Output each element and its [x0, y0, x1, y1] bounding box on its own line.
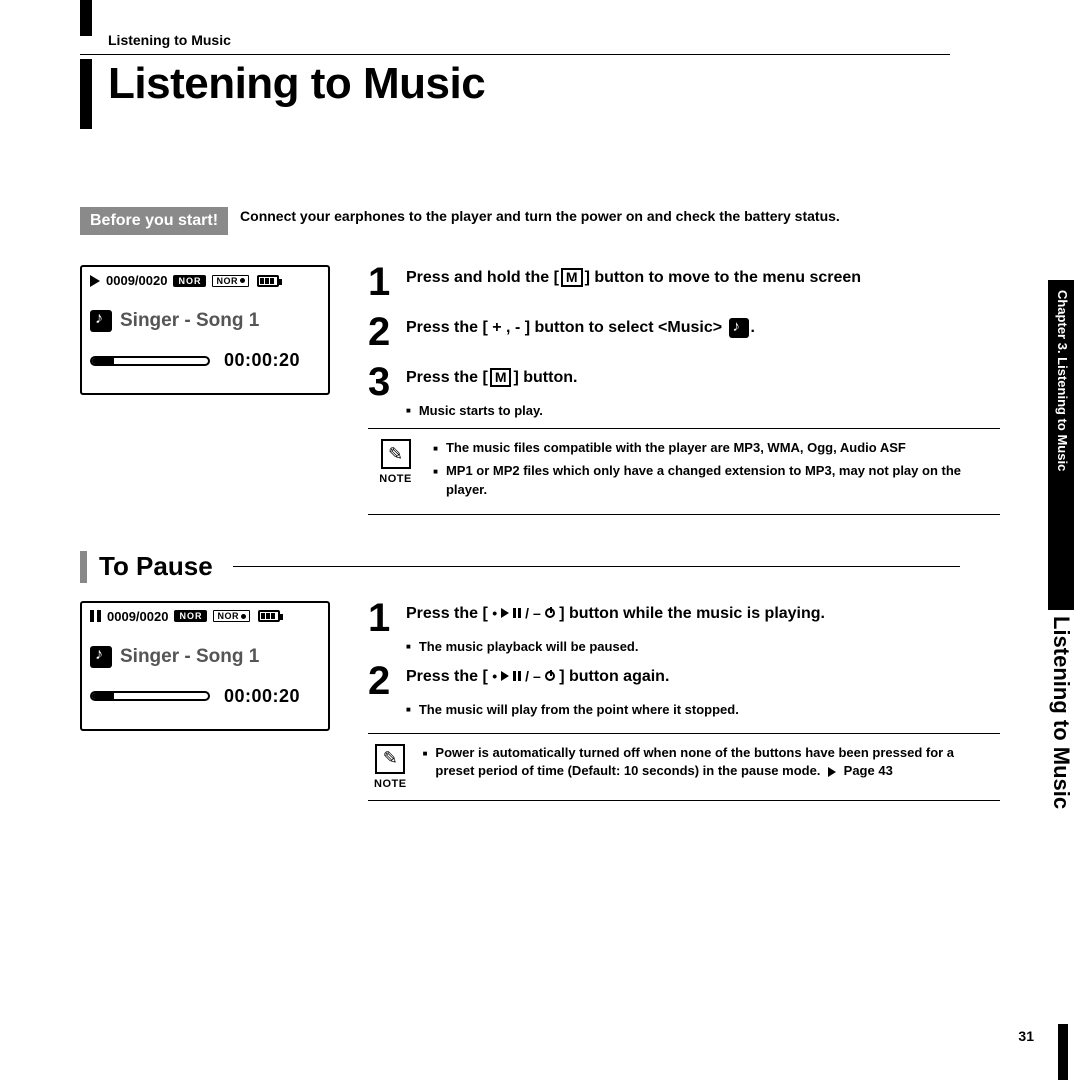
music-note-icon: [90, 646, 112, 668]
step-number: 2: [368, 315, 396, 349]
dot-icon: [240, 278, 245, 283]
song-row: Singer - Song 1: [90, 310, 320, 332]
step-number: 1: [368, 601, 396, 635]
before-you-start-badge: Before you start!: [80, 207, 228, 235]
side-tab: Chapter 3. Listening to Music Listening …: [1048, 280, 1074, 920]
elapsed-time: 00:00:20: [224, 686, 300, 707]
header-accent-bar: [80, 0, 92, 36]
step-number: 3: [368, 365, 396, 399]
pencil-icon: ✎: [375, 744, 405, 774]
step-3: 3 Press the [M] button.: [368, 365, 1000, 399]
title-row: Listening to Music: [80, 59, 1000, 129]
battery-icon: [258, 610, 280, 622]
note-item: The music files compatible with the play…: [433, 439, 994, 458]
pause-step-2: 2 Press the [ • / – ] button again.: [368, 664, 1000, 698]
progress-bar: [90, 356, 210, 366]
pause-icon: [90, 610, 101, 622]
note-item: Power is automatically turned off when n…: [423, 744, 994, 782]
m-button-icon: M: [490, 368, 512, 387]
note-icon-col: ✎ NOTE: [374, 439, 417, 504]
play-pause-power-icon: • / –: [492, 667, 554, 686]
note-item: MP1 or MP2 files which only have a chang…: [433, 462, 994, 500]
step-2: 2 Press the [ + , - ] button to select <…: [368, 315, 1000, 349]
pause-step-1: 1 Press the [ • / – ] button while the m…: [368, 601, 1000, 635]
page-title: Listening to Music: [108, 59, 485, 109]
step-3-sub: Music starts to play.: [406, 403, 1000, 418]
page-number: 31: [1018, 1028, 1034, 1044]
song-title: Singer - Song 1: [120, 646, 259, 668]
pencil-icon: ✎: [381, 439, 411, 469]
play-pause-power-icon: • / –: [492, 604, 554, 623]
player-statusbar: 0009/0020 NOR NOR: [90, 273, 320, 288]
play-section: 0009/0020 NOR NOR Singer - Song 1 00:00:…: [80, 265, 1000, 515]
step-text: Press the [M] button.: [406, 365, 577, 389]
before-you-start-row: Before you start! Connect your earphones…: [80, 207, 1000, 235]
player-screen-play: 0009/0020 NOR NOR Singer - Song 1 00:00:…: [80, 265, 330, 395]
note-label: NOTE: [374, 778, 407, 790]
pause-section: 0009/0020 NOR NOR Singer - Song 1 00:00:…: [80, 601, 1000, 801]
play-icon: [90, 275, 100, 287]
dot-icon: [241, 614, 246, 619]
reference-arrow-icon: [828, 767, 836, 777]
section-tab: Listening to Music: [1048, 610, 1074, 910]
pause-step-2-sub: The music will play from the point where…: [406, 702, 1000, 717]
page-content: Listening to Music Listening to Music Be…: [80, 30, 1000, 801]
step-number: 2: [368, 664, 396, 698]
step-text: Press the [ • / – ] button while the mus…: [406, 601, 825, 625]
battery-icon: [257, 275, 279, 287]
header-rule: [80, 54, 950, 55]
note-box-2: ✎ NOTE Power is automatically turned off…: [368, 733, 1000, 801]
step-text: Press and hold the [M] button to move to…: [406, 265, 861, 289]
step-1: 1 Press and hold the [M] button to move …: [368, 265, 1000, 299]
m-button-icon: M: [561, 268, 583, 287]
play-player-col: 0009/0020 NOR NOR Singer - Song 1 00:00:…: [80, 265, 340, 515]
sub-rule: [233, 566, 960, 567]
footer-accent-bar: [1058, 1024, 1068, 1080]
sub-accent-bar: [80, 551, 87, 583]
track-counter: 0009/0020: [107, 609, 168, 624]
step-text: Press the [ • / – ] button again.: [406, 664, 669, 688]
note-icon-col: ✎ NOTE: [374, 744, 407, 790]
step-text: Press the [ + , - ] button to select <Mu…: [406, 315, 755, 339]
elapsed-time: 00:00:20: [224, 350, 300, 371]
progress-row: 00:00:20: [90, 350, 320, 371]
chapter-tab: Chapter 3. Listening to Music: [1048, 280, 1074, 610]
before-you-start-text: Connect your earphones to the player and…: [240, 207, 840, 227]
note-list: The music files compatible with the play…: [433, 439, 994, 504]
mode-pill: NOR: [213, 610, 250, 622]
note-label: NOTE: [379, 473, 412, 485]
music-note-icon: [90, 310, 112, 332]
note-list: Power is automatically turned off when n…: [423, 744, 994, 790]
title-accent-bar: [80, 59, 92, 129]
song-title: Singer - Song 1: [120, 310, 259, 332]
progress-bar: [90, 691, 210, 701]
mode-pill: NOR: [212, 275, 249, 287]
pause-steps-col: 1 Press the [ • / – ] button while the m…: [368, 601, 1000, 801]
song-row: Singer - Song 1: [90, 646, 320, 668]
progress-row: 00:00:20: [90, 686, 320, 707]
eq-pill: NOR: [173, 275, 206, 287]
step-number: 1: [368, 265, 396, 299]
play-steps-col: 1 Press and hold the [M] button to move …: [368, 265, 1000, 515]
player-statusbar: 0009/0020 NOR NOR: [90, 609, 320, 624]
to-pause-header: To Pause: [80, 551, 1000, 583]
pause-step-1-sub: The music playback will be paused.: [406, 639, 1000, 654]
note-box-1: ✎ NOTE The music files compatible with t…: [368, 428, 1000, 515]
breadcrumb: Listening to Music: [108, 30, 1000, 48]
sub-title: To Pause: [99, 551, 213, 582]
eq-pill: NOR: [174, 610, 207, 622]
pause-player-col: 0009/0020 NOR NOR Singer - Song 1 00:00:…: [80, 601, 340, 801]
track-counter: 0009/0020: [106, 273, 167, 288]
music-menu-icon: [729, 318, 749, 338]
player-screen-pause: 0009/0020 NOR NOR Singer - Song 1 00:00:…: [80, 601, 330, 731]
